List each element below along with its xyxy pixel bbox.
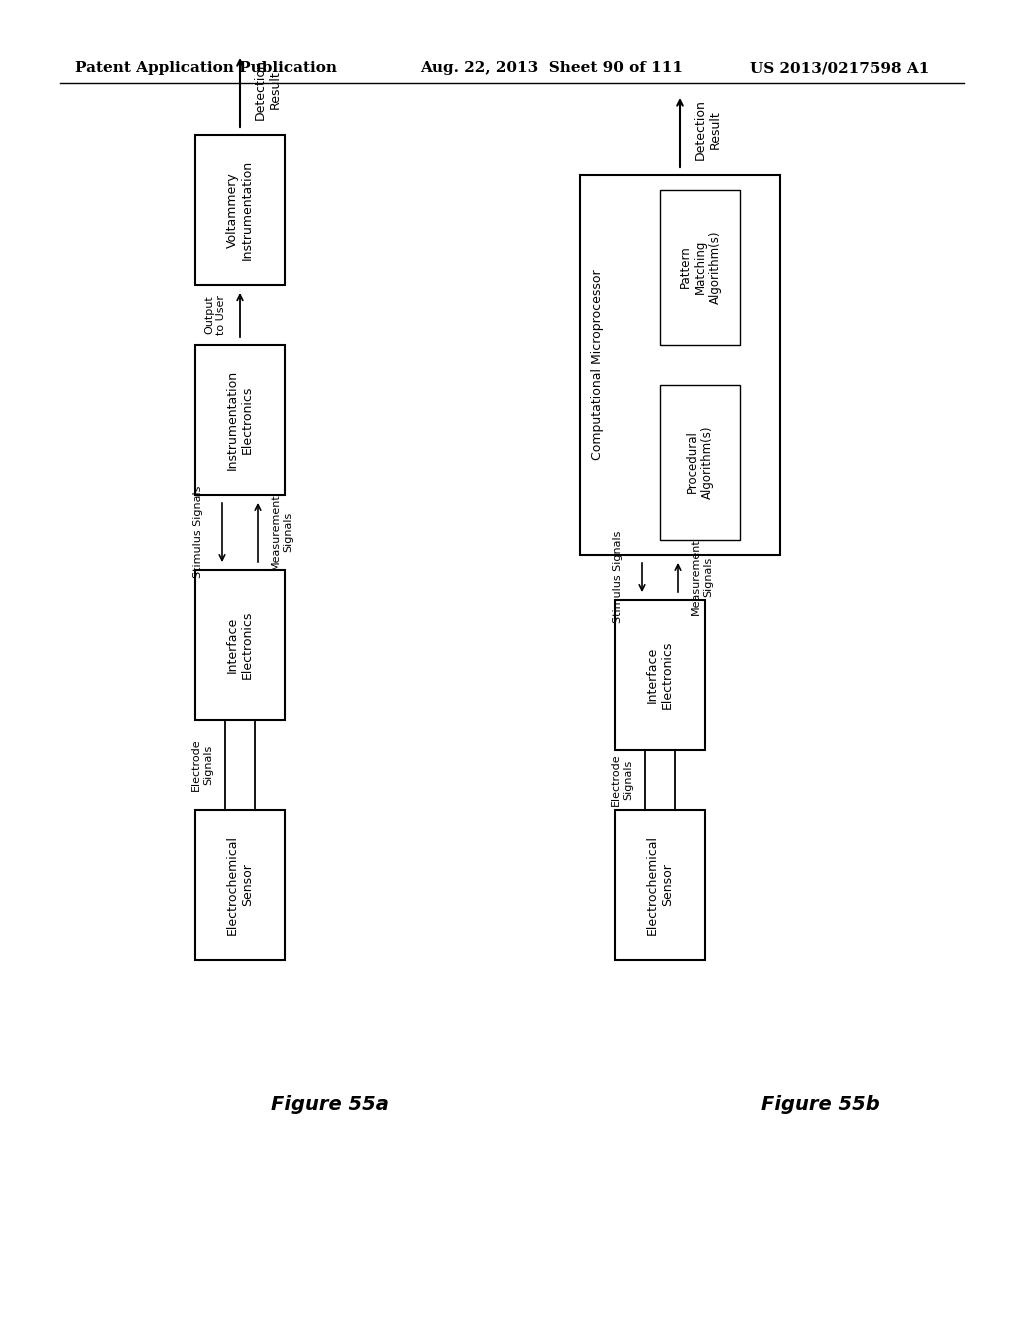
Bar [660,385,740,540]
Text: Instrumentation
Electronics: Instrumentation Electronics [226,370,254,470]
Text: Computational Microprocessor: Computational Microprocessor [592,269,604,461]
Text: Figure 55b: Figure 55b [761,1096,880,1114]
Text: Electrode
Signals: Electrode Signals [611,754,633,807]
Text: Interface
Electronics: Interface Electronics [646,640,674,709]
Text: Pattern
Matching
Algorithm(s): Pattern Matching Algorithm(s) [679,230,722,304]
Text: Figure 55a: Figure 55a [271,1096,389,1114]
Text: Stimulus Signals: Stimulus Signals [193,486,203,578]
Text: Measurement
Signals: Measurement Signals [691,539,713,615]
Text: Aug. 22, 2013  Sheet 90 of 111: Aug. 22, 2013 Sheet 90 of 111 [420,61,683,75]
Bar [615,601,705,750]
Text: Output
to User: Output to User [204,294,226,335]
Bar [580,176,780,554]
Bar [615,810,705,960]
Text: Detection
Result: Detection Result [254,59,282,120]
Bar [195,135,285,285]
Text: Interface
Electronics: Interface Electronics [226,611,254,680]
Text: Electrochemical
Sensor: Electrochemical Sensor [226,836,254,935]
Text: Detection
Result: Detection Result [694,99,722,161]
Bar [195,345,285,495]
Text: Stimulus Signals: Stimulus Signals [613,531,623,623]
Bar [660,190,740,345]
Text: US 2013/0217598 A1: US 2013/0217598 A1 [750,61,930,75]
Text: Electrode
Signals: Electrode Signals [191,739,213,791]
Bar [195,810,285,960]
Text: Electrochemical
Sensor: Electrochemical Sensor [646,836,674,935]
Text: Procedural
Algorithm(s): Procedural Algorithm(s) [686,425,714,499]
Text: Measurement
Signals: Measurement Signals [271,494,293,570]
Text: Patent Application Publication: Patent Application Publication [75,61,337,75]
Bar [195,570,285,719]
Text: Voltammery
Instrumentation: Voltammery Instrumentation [226,160,254,260]
